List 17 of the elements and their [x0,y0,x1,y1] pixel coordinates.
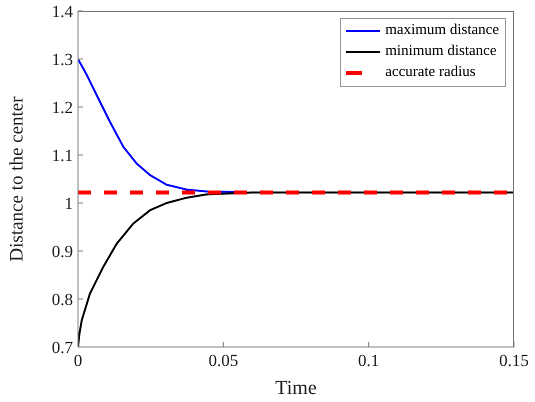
y-tick-label: 0.9 [52,242,73,262]
x-tick-label: 0.05 [208,351,238,370]
legend-label: accurate radius [385,64,476,81]
y-axis-title: Distance to the center [6,96,28,262]
y-tick-label: 0.8 [52,290,73,310]
y-tick-label: 1.2 [52,98,73,118]
y-tick-label: 1.3 [52,50,73,70]
legend-label: maximum distance [385,22,499,39]
x-axis-title: Time [275,377,317,399]
y-tick-label: 1.4 [52,2,74,22]
legend-label: minimum distance [385,43,496,60]
x-tick-label: 0.1 [358,351,380,370]
x-tick-label: 0 [74,351,82,370]
y-tick-label: 1.1 [52,146,73,166]
x-tick-label: 0.15 [499,351,529,370]
y-tick-label: 0.7 [52,338,74,358]
y-tick-label: 1 [64,194,73,214]
